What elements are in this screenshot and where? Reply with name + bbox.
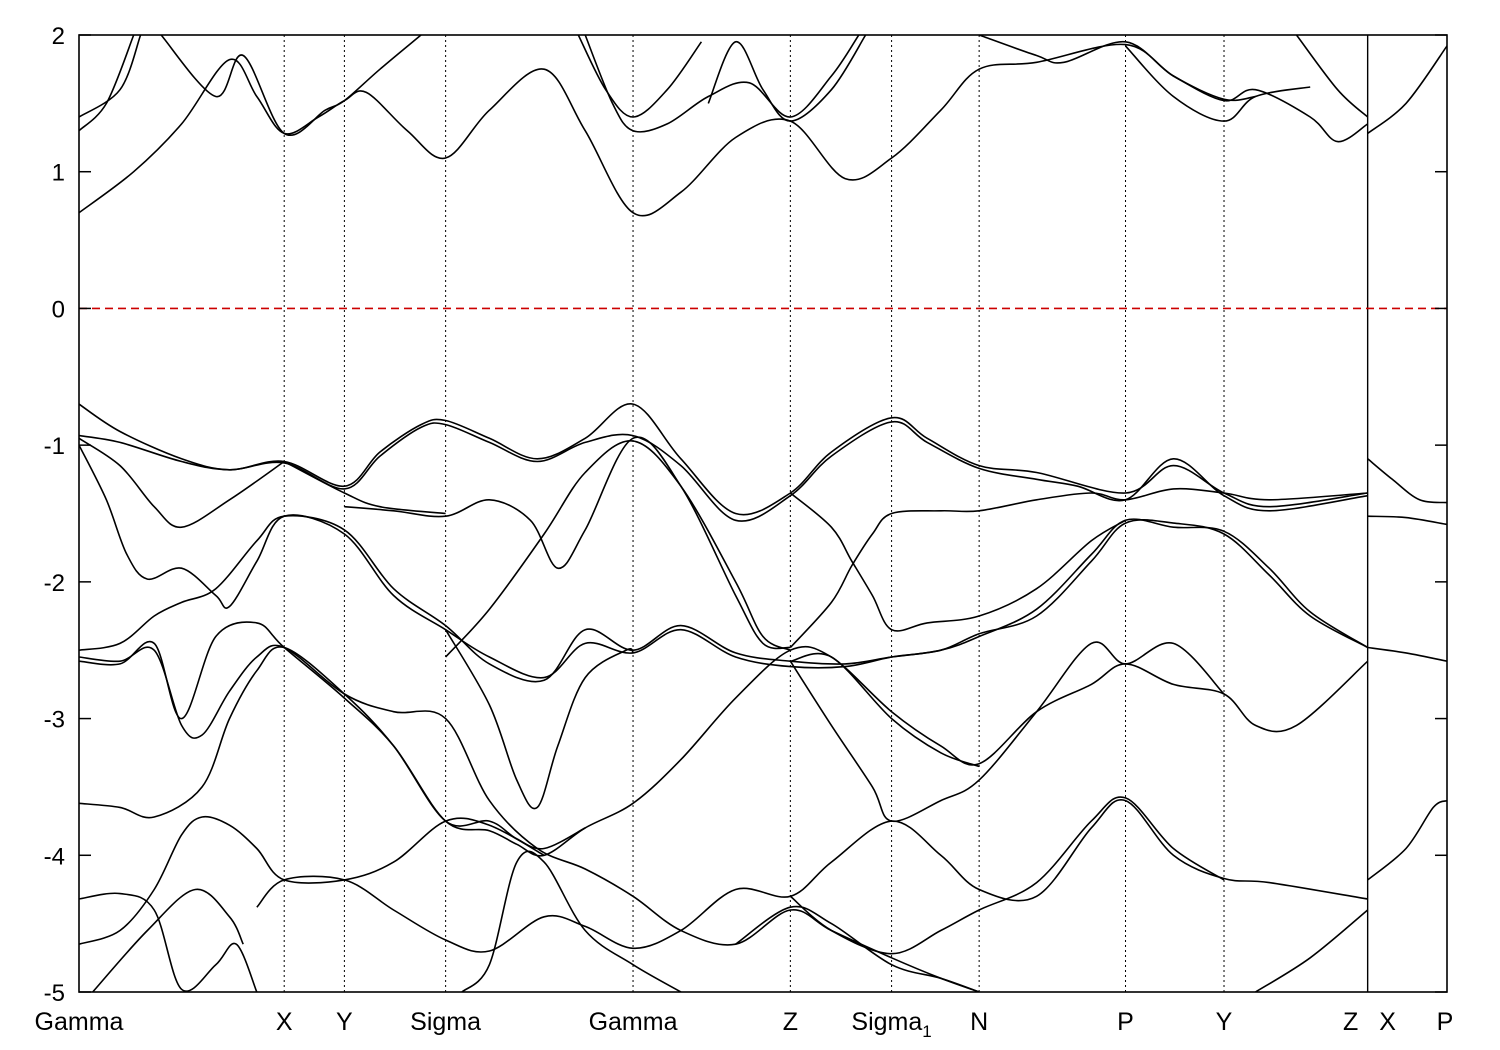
band-line-4 [577, 35, 703, 118]
kpoint-label: X [276, 1008, 293, 1036]
band-line-27 [789, 641, 1225, 822]
band-line-38 [1367, 799, 1447, 881]
kpoint-label: Sigma1 [851, 1008, 931, 1041]
plot-frame [78, 34, 1448, 993]
band-line-32 [92, 888, 244, 992]
band-line-10 [1367, 45, 1447, 135]
band-line-6 [707, 35, 867, 122]
band-line-22 [1367, 515, 1447, 526]
band-line-5 [584, 35, 860, 133]
band-line-28 [790, 652, 980, 768]
band-line-34 [789, 796, 1225, 955]
y-axis-ticks: 2 1 0 -1 -2 -3 -4 -5 [44, 23, 1447, 1007]
kpoint-label: Z [1343, 1008, 1358, 1036]
band-line-25 [79, 646, 586, 850]
band-line-18 [445, 440, 791, 658]
kpoint-label: Y [336, 1008, 353, 1036]
band-line-29 [1367, 646, 1447, 662]
high-symmetry-lines [283, 35, 1369, 992]
x-axis-labels: Gamma X Y Sigma Gamma Z Sigma1 N P Y Z X P [35, 1008, 1454, 1041]
band-line-13 [79, 437, 285, 529]
band-line-0 [79, 43, 1369, 217]
band-line-17 [283, 460, 446, 515]
band-line-7 [978, 35, 1256, 102]
band-line-37 [1255, 909, 1369, 992]
band-line-21 [1367, 458, 1447, 504]
band-line-15 [79, 514, 1369, 683]
kpoint-label: Gamma [35, 1008, 124, 1036]
band-line-35 [461, 850, 682, 992]
band-line-14 [79, 444, 1369, 679]
band-line-30 [79, 892, 258, 992]
y-tick-label: 2 [52, 23, 65, 50]
kpoint-label: Gamma [589, 1008, 678, 1036]
band-line-3 [160, 35, 422, 137]
band-line-23 [79, 644, 980, 992]
y-tick-label: 0 [52, 296, 65, 323]
kpoint-label: Sigma [410, 1008, 481, 1036]
kpoint-label: Y [1216, 1008, 1233, 1036]
band-line-16 [344, 436, 791, 650]
y-tick-label: -4 [44, 843, 65, 870]
band-line-26 [444, 629, 634, 810]
y-tick-label: -3 [44, 707, 65, 734]
band-line-11 [79, 403, 1368, 516]
band-line-2 [79, 35, 142, 118]
band-line-24 [79, 621, 1369, 857]
kpoint-label: X [1379, 1008, 1396, 1036]
band-line-9 [1295, 35, 1369, 118]
kpoint-label: Z [783, 1008, 798, 1036]
band-line-33 [256, 799, 1368, 953]
y-tick-label: -1 [44, 433, 65, 460]
band-line-1 [79, 35, 135, 132]
y-tick-label: 1 [52, 160, 65, 187]
band-line-8 [1124, 45, 1311, 122]
kpoint-label: P [1437, 1008, 1454, 1036]
y-tick-label: -5 [44, 980, 65, 1007]
band-line-20 [789, 487, 1368, 649]
kpoint-label: N [970, 1008, 988, 1036]
kpoint-label: P [1117, 1008, 1134, 1036]
band-line-36 [735, 905, 980, 992]
band-lines [79, 35, 1447, 992]
y-tick-label: -2 [44, 570, 65, 597]
band-line-19 [789, 492, 1126, 632]
band-line-31 [79, 815, 545, 945]
